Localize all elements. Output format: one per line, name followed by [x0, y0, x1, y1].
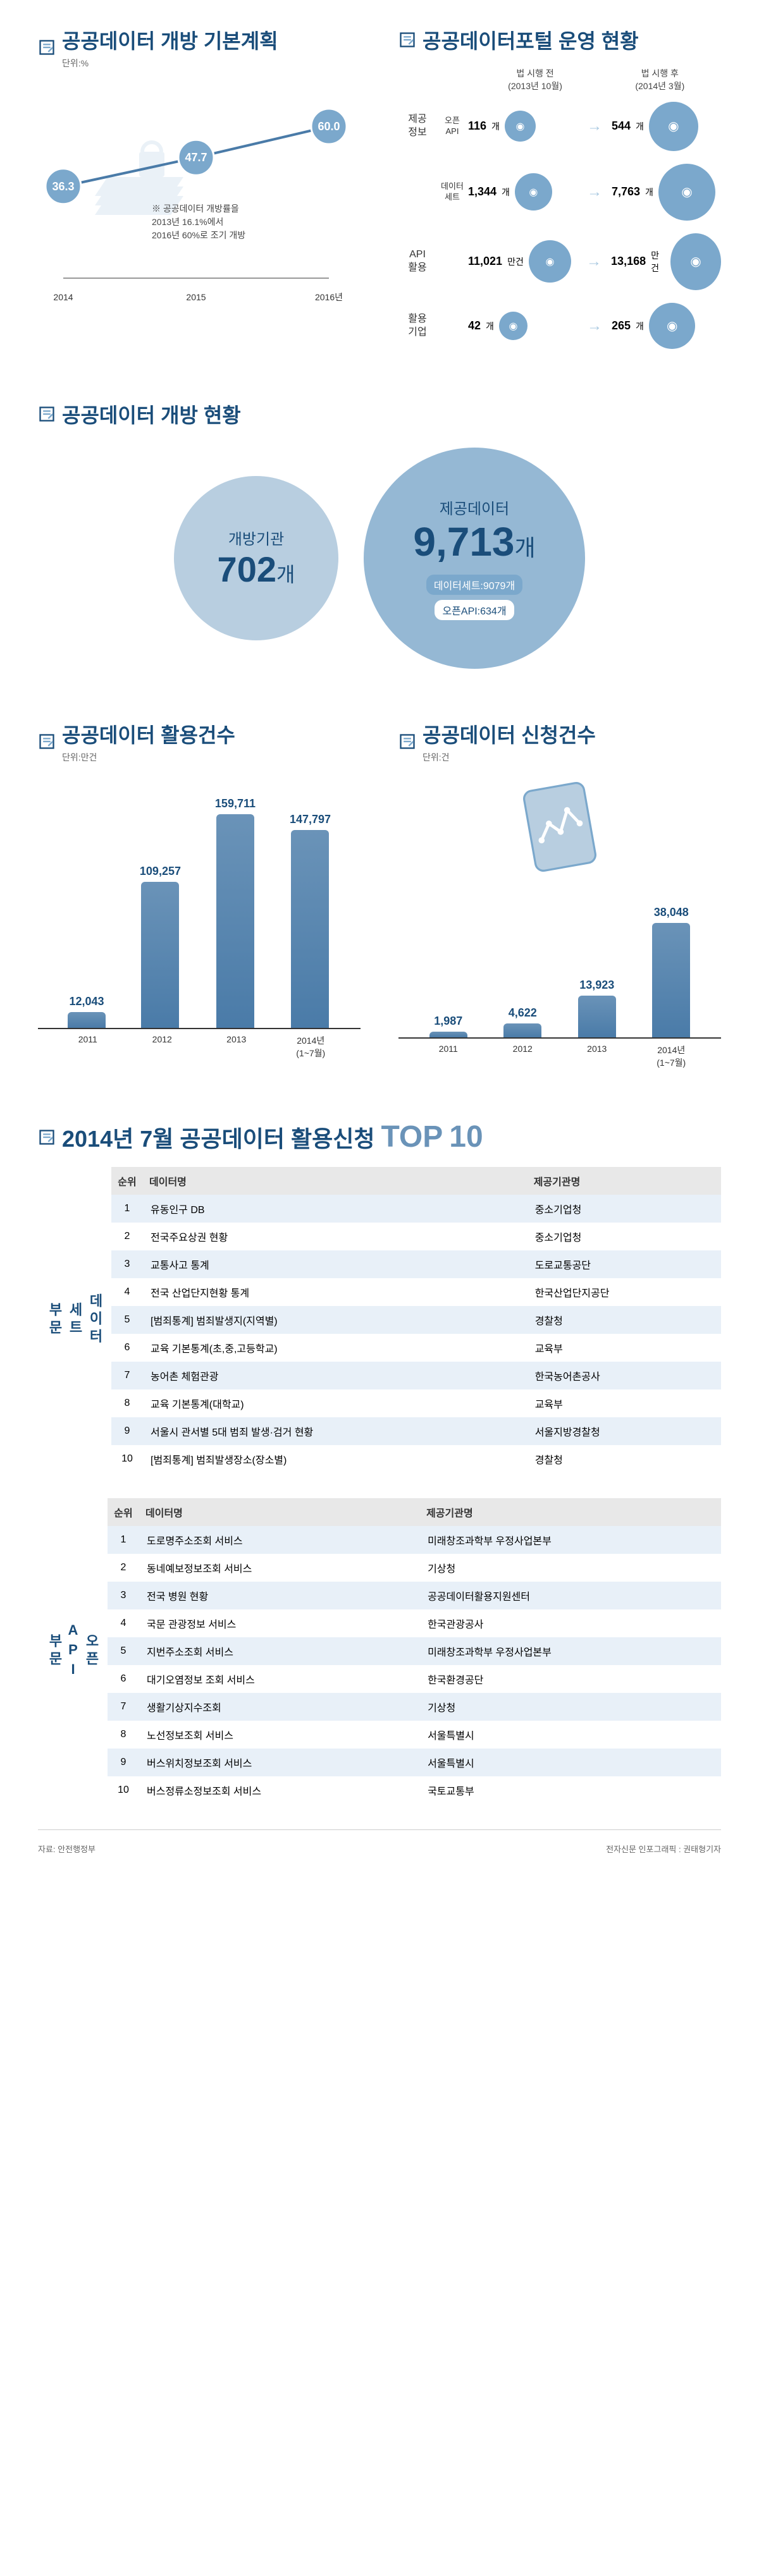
svg-text:36.3: 36.3: [52, 180, 74, 193]
table-row: 5지번주소조회 서비스미래창조과학부 우정사업본부: [108, 1637, 721, 1665]
table-row: 9버스위치정보조회 서비스서울특별시: [108, 1749, 721, 1776]
status-circle-2: 제공데이터9,713개데이터세트:9079개오픈API:634개: [364, 448, 585, 669]
bar: 13,923: [578, 979, 616, 1037]
table-row: 7농어촌 체험관광한국농어촌공사: [111, 1362, 721, 1389]
svg-text:60.0: 60.0: [318, 120, 340, 133]
table-row: 4전국 산업단지현황 통계한국산업단지공단: [111, 1278, 721, 1306]
bar: 1,987: [429, 1015, 467, 1037]
table-row: 3전국 병원 현황공공데이터활용지원센터: [108, 1582, 721, 1609]
plan-unit: 단위:%: [62, 57, 278, 70]
bar: 38,048: [652, 906, 690, 1037]
footer-source: 자료: 안전행정부: [38, 1843, 96, 1855]
req-unit: 단위:건: [423, 751, 596, 764]
table-row: 8교육 기본통계(대학교)교육부: [111, 1389, 721, 1417]
svg-text:47.7: 47.7: [185, 151, 207, 164]
top10-header: 2014년 7월 공공데이터 활용신청 TOP 10: [38, 1120, 721, 1154]
table-row: 3교통사고 통계도로교통공단: [111, 1250, 721, 1278]
api-side-label: 오픈 API 부문: [38, 1498, 108, 1804]
status-header: 공공데이터 개방 현황: [38, 400, 721, 429]
table-row: 10[범죄통계] 범죄발생장소(장소별)경찰청: [111, 1445, 721, 1473]
doc-icon: [38, 405, 56, 423]
plan-title: 공공데이터 개방 기본계획: [62, 25, 278, 54]
dataset-side-label: 데이터 세트 부문: [38, 1167, 111, 1473]
before-label: 법 시행 전 (2013년 10월): [508, 67, 562, 92]
svg-text:2016년: 2016년: [315, 292, 343, 302]
dataset-table: 순위데이터명제공기관명1유동인구 DB중소기업청2전국주요상권 현황중소기업청3…: [111, 1167, 721, 1473]
bar: 159,711: [215, 797, 256, 1028]
portal-row: 활용 기업42개◉→265개◉: [398, 303, 721, 350]
doc-icon: [398, 733, 416, 750]
bar: 147,797: [290, 813, 331, 1028]
top10-top: TOP: [381, 1120, 443, 1154]
top10-prefix: 2014년 7월 공공데이터 활용신청: [62, 1121, 374, 1154]
req-title: 공공데이터 신청건수: [423, 719, 596, 748]
usage-title: 공공데이터 활용건수: [62, 719, 235, 748]
table-row: 4국문 관광정보 서비스한국관광공사: [108, 1609, 721, 1637]
portal-row: 데이터 세트1,344개◉→7,763개◉: [398, 164, 721, 221]
plan-header: 공공데이터 개방 기본계획 단위:%: [38, 25, 361, 70]
usage-unit: 단위:만건: [62, 751, 235, 764]
api-table: 순위데이터명제공기관명1도로명주소조회 서비스미래창조과학부 우정사업본부2동네…: [108, 1498, 721, 1804]
portal-row: 제공 정보오픈 API116개◉→544개◉: [398, 102, 721, 151]
tablet-icon: [509, 776, 610, 877]
table-row: 8노선정보조회 서비스서울특별시: [108, 1721, 721, 1749]
bar: 12,043: [68, 995, 106, 1029]
status-title: 공공데이터 개방 현황: [62, 400, 241, 429]
portal-header: 공공데이터포털 운영 현황: [398, 25, 721, 54]
footer-credit: 전자신문 인포그래픽 : 권태형기자: [606, 1843, 721, 1855]
portal-row: API 활용11,021만건◉→13,168만건◉: [398, 233, 721, 290]
portal-title: 공공데이터포털 운영 현황: [423, 25, 639, 54]
bar: 109,257: [140, 865, 181, 1028]
requests-header: 공공데이터 신청건수 단위:건: [398, 719, 721, 764]
table-row: 6대기오염정보 조회 서비스한국환경공단: [108, 1665, 721, 1693]
bar: 4,622: [503, 1006, 541, 1037]
doc-icon: [398, 31, 416, 49]
table-row: 1유동인구 DB중소기업청: [111, 1195, 721, 1223]
table-row: 6교육 기본통계(초,중,고등학교)교육부: [111, 1334, 721, 1362]
svg-text:2015: 2015: [186, 292, 206, 302]
doc-icon: [38, 39, 56, 56]
top10-num: 10: [449, 1120, 483, 1154]
plan-line-chart: 36.347.760.0201420152016년※ 공공데이터 개방률을 20…: [38, 82, 354, 310]
status-circle-1: 개방기관702개: [174, 476, 338, 640]
table-row: 5[범죄통계] 범죄발생지(지역별)경찰청: [111, 1306, 721, 1334]
usage-header: 공공데이터 활용건수 단위:만건: [38, 719, 361, 764]
svg-text:2014: 2014: [53, 292, 73, 302]
doc-icon: [38, 733, 56, 750]
table-row: 10버스정류소정보조회 서비스국토교통부: [108, 1776, 721, 1804]
table-row: 9서울시 관서별 5대 범죄 발생·검거 현황서울지방경찰청: [111, 1417, 721, 1445]
after-label: 법 시행 후 (2014년 3월): [635, 67, 684, 92]
table-row: 2동네예보정보조회 서비스기상청: [108, 1554, 721, 1582]
table-row: 2전국주요상권 현황중소기업청: [111, 1223, 721, 1250]
table-row: 7생활기상지수조회기상청: [108, 1693, 721, 1721]
table-row: 1도로명주소조회 서비스미래창조과학부 우정사업본부: [108, 1526, 721, 1554]
doc-icon: [38, 1128, 56, 1146]
